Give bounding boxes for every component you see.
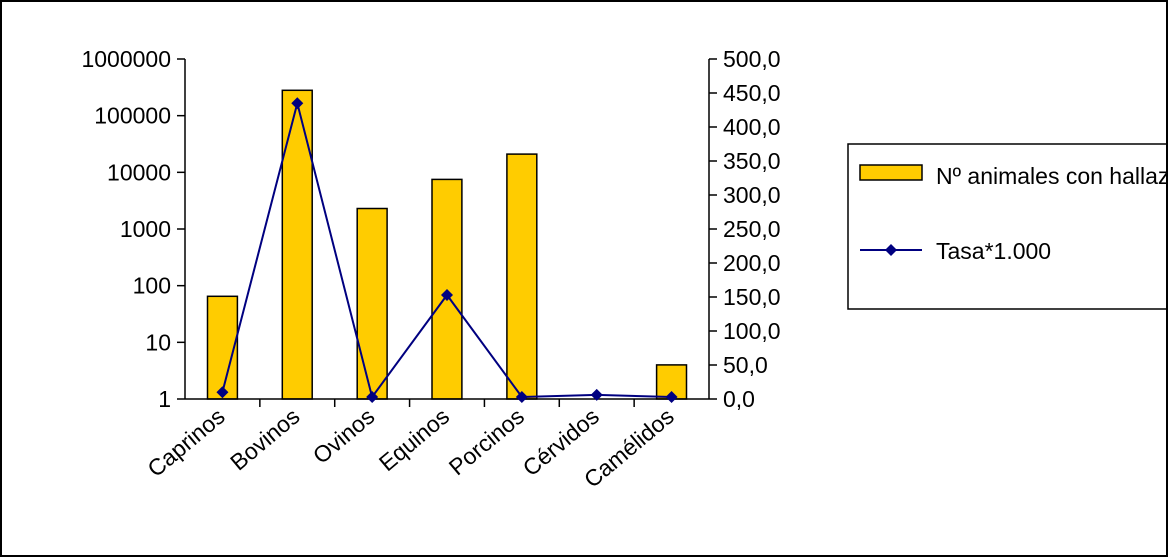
left-y-tick-label: 10 bbox=[145, 329, 171, 355]
right-y-tick-label: 250,0 bbox=[723, 216, 781, 242]
right-y-tick-label: 450,0 bbox=[723, 80, 781, 106]
right-y-tick-label: 200,0 bbox=[723, 250, 781, 276]
legend-bar-swatch bbox=[859, 164, 923, 181]
left-y-tick-label: 1000000 bbox=[81, 46, 171, 72]
right-y-tick-label: 500,0 bbox=[723, 46, 781, 72]
legend-label-bars: Nº animales con hallazgos bbox=[936, 163, 1166, 189]
tasa-point-caprinos bbox=[216, 386, 229, 399]
tasa-point-ovinos bbox=[366, 390, 379, 403]
bar-bovinos bbox=[281, 89, 313, 400]
x-category-label-caprinos: Caprinos bbox=[142, 403, 229, 482]
right-y-tick-label: 300,0 bbox=[723, 182, 781, 208]
bar-ovinos bbox=[356, 207, 388, 400]
right-y-tick-label: 50,0 bbox=[723, 352, 768, 378]
tasa-point-bovinos bbox=[291, 97, 304, 110]
x-category-label-ovinos: Ovinos bbox=[308, 403, 380, 469]
right-y-tick-label: 350,0 bbox=[723, 148, 781, 174]
legend: Nº animales con hallazgos Tasa*1.000 bbox=[847, 143, 1168, 310]
right-y-tick-label: 150,0 bbox=[723, 284, 781, 310]
tasa-point-porcinos bbox=[515, 390, 528, 403]
left-y-tick-label: 10000 bbox=[107, 159, 171, 185]
plot-area: 1 10 100 1000 10000 100000 1000000 0,0 50,0 100,0… bbox=[81, 46, 780, 493]
tasa-point-equinos bbox=[441, 288, 453, 301]
x-category-label-equinos: Equinos bbox=[374, 403, 454, 476]
x-category-label-porcinos: Porcinos bbox=[444, 403, 529, 480]
legend-diamond-marker bbox=[885, 244, 897, 256]
left-y-tick-label: 1000 bbox=[120, 216, 171, 242]
bar-porcinos bbox=[506, 153, 538, 400]
tasa-point-camélidos bbox=[665, 390, 678, 403]
right-y-tick-label: 0,0 bbox=[723, 386, 755, 412]
tasa-point-cérvidos bbox=[590, 388, 603, 401]
left-y-tick-label: 100 bbox=[133, 273, 171, 299]
legend-label-line: Tasa*1.000 bbox=[936, 238, 1051, 264]
x-category-label-bovinos: Bovinos bbox=[225, 403, 304, 476]
left-y-tick-label: 1 bbox=[158, 386, 171, 412]
left-y-tick-label: 100000 bbox=[94, 103, 171, 129]
right-y-tick-label: 400,0 bbox=[723, 114, 781, 140]
bar-caprinos bbox=[206, 295, 239, 400]
right-y-tick-label: 100,0 bbox=[723, 318, 781, 344]
